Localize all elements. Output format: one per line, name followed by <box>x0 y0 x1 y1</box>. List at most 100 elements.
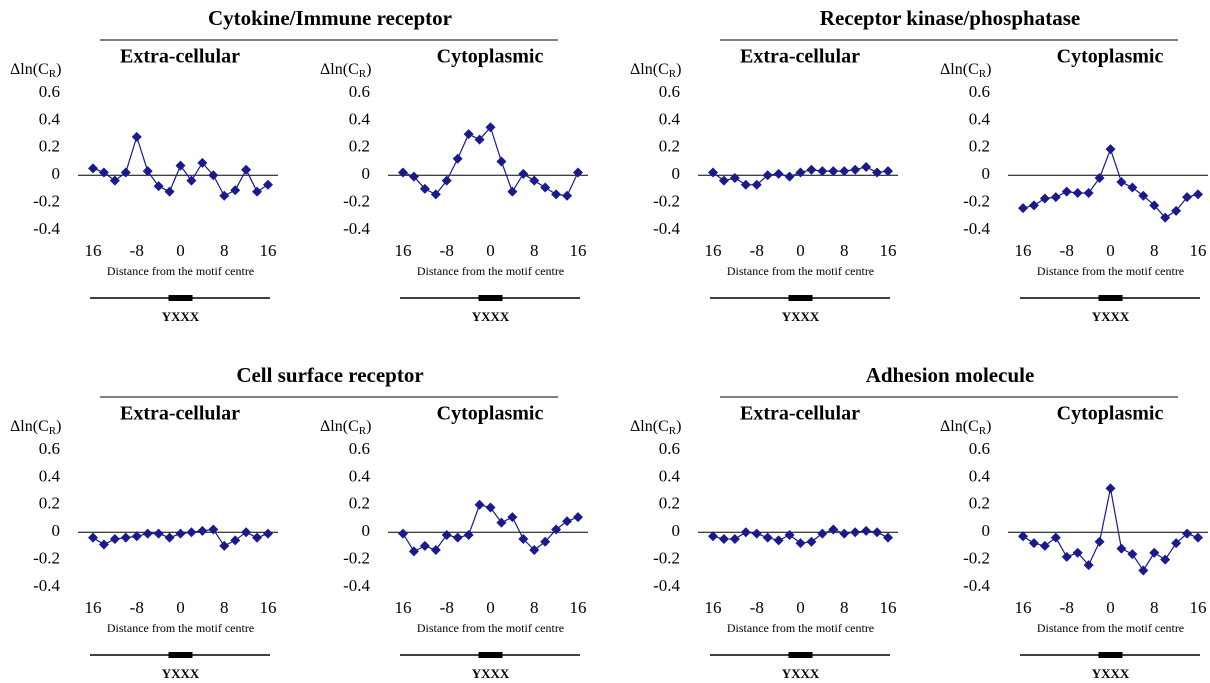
data-point <box>485 122 496 133</box>
data-point <box>1061 186 1072 197</box>
y-tick-label: 0 <box>672 164 681 183</box>
x-tick-label: 0 <box>796 598 805 617</box>
data-point <box>452 153 463 164</box>
data-point <box>419 183 430 194</box>
data-point <box>1094 536 1105 547</box>
data-point <box>751 179 762 190</box>
data-point <box>496 156 507 167</box>
data-point <box>175 528 186 539</box>
y-label-sub: R <box>359 425 367 437</box>
data-point <box>828 166 839 177</box>
data-point <box>208 524 219 535</box>
data-point <box>1160 212 1171 223</box>
data-point <box>1028 200 1039 211</box>
data-point <box>850 164 861 175</box>
x-tick-label: -8 <box>440 598 454 617</box>
data-point <box>729 534 740 545</box>
data-point <box>186 527 197 538</box>
data-point <box>1105 483 1116 494</box>
data-point <box>551 189 562 200</box>
data-point <box>883 166 893 177</box>
data-point <box>1171 538 1182 549</box>
x-axis-label: Distance from the motif centre <box>417 621 564 635</box>
motif-box <box>478 295 503 301</box>
y-tick-label: -0.2 <box>33 549 60 568</box>
motif-label: YXXX <box>1092 309 1130 324</box>
y-label-base: Δln(C <box>10 61 49 78</box>
y-tick-label: 0.6 <box>659 82 680 101</box>
data-point <box>1149 547 1160 558</box>
data-point <box>762 170 773 181</box>
data-point <box>1182 528 1193 539</box>
data-point <box>219 540 230 551</box>
data-point <box>1018 203 1028 214</box>
data-point <box>197 157 208 168</box>
data-point <box>795 538 806 549</box>
y-axis-label: Δln(CR) <box>630 61 681 80</box>
data-point <box>518 534 529 545</box>
data-point <box>463 129 474 140</box>
data-point <box>1138 565 1149 576</box>
data-point <box>872 527 883 538</box>
x-tick-label: 16 <box>570 598 587 617</box>
chart-title: Extra-cellular <box>120 46 240 68</box>
data-point <box>806 164 817 175</box>
data-point <box>263 528 273 539</box>
series-line <box>1022 147 1199 219</box>
y-tick-label: -0.2 <box>653 192 680 211</box>
motif-box <box>1098 295 1123 301</box>
data-point <box>507 186 518 197</box>
x-tick-label: 16 <box>85 598 102 617</box>
y-tick-label: -0.4 <box>963 576 990 595</box>
data-point <box>164 186 175 197</box>
y-tick-label: -0.4 <box>33 219 60 238</box>
data-point <box>452 532 463 543</box>
x-tick-label: 0 <box>1106 241 1115 260</box>
y-tick-label: 0.6 <box>659 439 680 458</box>
x-tick-label: -8 <box>750 598 764 617</box>
data-point <box>1072 188 1083 199</box>
motif-label: YXXX <box>1092 666 1130 681</box>
y-label-end: ) <box>56 418 61 435</box>
data-point <box>131 131 142 142</box>
motif-label: YXXX <box>782 309 820 324</box>
motif-label: YXXX <box>162 666 200 681</box>
x-tick-label: 16 <box>880 241 897 260</box>
data-point <box>839 166 850 177</box>
data-point <box>98 539 109 550</box>
y-tick-label: 0.2 <box>659 137 680 156</box>
group-title: Cell surface receptor <box>236 363 423 387</box>
data-point <box>441 175 452 186</box>
x-tick-label: 16 <box>705 598 722 617</box>
y-tick-label: 0.6 <box>969 439 990 458</box>
data-point <box>1018 531 1028 542</box>
x-tick-label: 8 <box>530 241 539 260</box>
data-point <box>430 189 441 200</box>
motif-box <box>788 652 813 658</box>
data-point <box>540 536 551 547</box>
y-label-sub: R <box>979 425 987 437</box>
data-point <box>1127 182 1138 193</box>
x-tick-label: 0 <box>176 241 185 260</box>
data-point <box>518 168 529 179</box>
y-tick-label: 0 <box>362 521 371 540</box>
data-point <box>1039 540 1050 551</box>
data-point <box>408 546 419 557</box>
data-point <box>1160 554 1171 565</box>
data-point <box>88 163 98 174</box>
x-tick-label: 0 <box>1106 598 1115 617</box>
x-axis-label: Distance from the motif centre <box>1037 264 1184 278</box>
y-tick-label: 0.4 <box>969 109 991 128</box>
data-point <box>1028 538 1039 549</box>
data-point <box>109 534 120 545</box>
motif-label: YXXX <box>782 666 820 681</box>
data-point <box>795 167 806 178</box>
data-point <box>142 528 153 539</box>
data-point <box>1050 192 1061 203</box>
x-tick-label: -8 <box>1060 241 1074 260</box>
y-label-end: ) <box>986 418 991 435</box>
y-axis-label: Δln(CR) <box>320 61 371 80</box>
data-point <box>208 170 219 181</box>
x-tick-label: -8 <box>1060 598 1074 617</box>
y-label-sub: R <box>669 68 677 80</box>
